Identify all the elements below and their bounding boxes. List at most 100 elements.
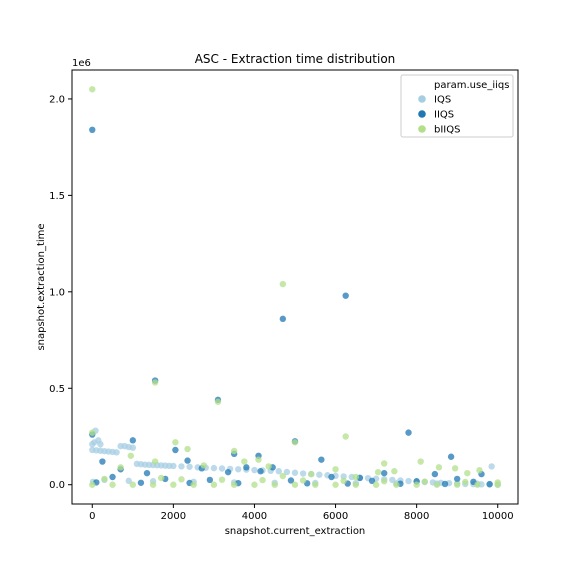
data-point-biiqs <box>200 462 207 469</box>
data-point-biiqs <box>462 478 469 486</box>
series-biiqs <box>89 86 501 488</box>
data-point-iqs <box>488 463 495 470</box>
data-point-biiqs <box>417 458 424 465</box>
data-point-biiqs <box>129 481 137 488</box>
legend-label-biiqs: bIIQS <box>434 125 460 136</box>
data-point-iqs <box>178 463 185 470</box>
data-point-biiqs <box>421 478 428 485</box>
legend-title: param.use_iiqs <box>434 80 509 91</box>
legend: param.use_iiqs IQS IIQS bIIQS <box>400 74 514 138</box>
data-point-biiqs <box>494 481 501 488</box>
data-point-iiqs <box>224 468 232 476</box>
data-point-iqs <box>113 449 120 456</box>
data-point-iqs <box>235 466 242 473</box>
data-point-biiqs <box>158 474 165 482</box>
data-point-iiqs <box>99 458 106 465</box>
data-point-biiqs <box>255 456 262 463</box>
data-point-iiqs <box>405 429 412 436</box>
data-point-biiqs <box>151 379 159 386</box>
x-tick-label: 6000 <box>323 511 348 522</box>
data-point-biiqs <box>279 472 287 480</box>
data-point-biiqs <box>299 477 307 484</box>
legend-label-iqs: IQS <box>434 95 451 106</box>
data-point-biiqs <box>101 475 108 483</box>
data-point-biiqs <box>352 473 360 481</box>
data-point-biiqs <box>109 481 116 488</box>
data-point-iqs <box>291 469 299 476</box>
data-point-iqs <box>283 468 291 476</box>
data-point-iqs <box>186 463 193 470</box>
data-point-iiqs <box>184 457 191 464</box>
data-point-iiqs <box>486 480 493 488</box>
data-point-iiqs <box>287 477 295 484</box>
data-point-biiqs <box>178 476 185 483</box>
x-axis-label: snapshot.current_extraction <box>225 526 366 537</box>
data-point-biiqs <box>230 481 238 488</box>
x-axis-ticks: 0 2000 4000 6000 8000 10000 <box>89 504 514 522</box>
data-point-biiqs <box>170 481 177 488</box>
data-point-iiqs <box>129 437 137 444</box>
x-tick-label: 2000 <box>161 511 186 522</box>
y-tick-label: 1.5 <box>49 191 65 202</box>
y-tick-label: 1.0 <box>49 287 65 298</box>
legend-marker-iiqs <box>418 110 426 118</box>
data-point-iiqs <box>368 477 376 485</box>
data-point-biiqs <box>433 481 441 488</box>
plot-area <box>71 69 519 505</box>
data-point-iiqs <box>381 469 388 477</box>
data-point-biiqs <box>464 469 471 477</box>
data-point-iiqs <box>257 468 264 475</box>
data-point-biiqs <box>89 86 96 93</box>
data-point-biiqs <box>172 439 179 446</box>
data-point-iiqs <box>206 476 214 484</box>
data-point-biiqs <box>312 481 319 488</box>
data-point-biiqs <box>381 478 388 485</box>
data-point-biiqs <box>474 481 481 488</box>
data-point-iiqs <box>137 479 145 486</box>
data-point-biiqs <box>117 464 124 471</box>
data-point-biiqs <box>271 481 278 488</box>
data-point-biiqs <box>332 466 339 473</box>
y-offset-label: 1e6 <box>72 58 91 69</box>
data-point-iiqs <box>243 464 250 471</box>
data-point-iqs <box>218 465 226 472</box>
data-point-biiqs <box>391 468 398 475</box>
data-point-biiqs <box>89 481 96 488</box>
data-point-iqs <box>210 464 218 472</box>
legend-marker-iqs <box>418 95 426 103</box>
data-point-iqs <box>97 441 104 448</box>
data-point-biiqs <box>451 465 459 472</box>
data-point-biiqs <box>89 429 96 436</box>
data-point-biiqs <box>374 468 382 476</box>
y-tick-label: 2.0 <box>49 94 65 105</box>
chart-title: ASC - Extraction time distribution <box>195 52 396 66</box>
data-point-iiqs <box>109 473 116 481</box>
data-point-biiqs <box>279 280 287 288</box>
data-point-iiqs <box>441 480 449 488</box>
legend-marker-biiqs <box>418 125 426 133</box>
data-point-biiqs <box>393 481 400 488</box>
x-tick-label: 8000 <box>404 511 429 522</box>
data-point-biiqs <box>453 481 461 488</box>
data-point-biiqs <box>476 467 483 474</box>
data-point-biiqs <box>265 463 272 470</box>
x-tick-label: 4000 <box>242 511 267 522</box>
data-point-biiqs <box>241 458 248 465</box>
data-point-iiqs <box>172 446 179 454</box>
y-tick-label: 0.5 <box>49 384 65 395</box>
data-point-iqs <box>125 477 132 485</box>
data-point-iiqs <box>143 469 151 477</box>
data-point-biiqs <box>190 481 197 488</box>
data-point-biiqs <box>340 477 347 485</box>
data-point-iiqs <box>318 456 325 463</box>
data-points <box>89 86 501 488</box>
data-point-iqs <box>275 468 282 475</box>
data-point-iiqs <box>342 292 349 299</box>
data-point-biiqs <box>435 464 443 471</box>
data-point-iqs <box>340 473 347 480</box>
data-point-biiqs <box>214 398 222 405</box>
data-point-biiqs <box>151 458 159 465</box>
data-point-biiqs <box>291 439 299 446</box>
data-point-iqs <box>129 444 137 451</box>
data-point-iiqs <box>89 126 96 133</box>
